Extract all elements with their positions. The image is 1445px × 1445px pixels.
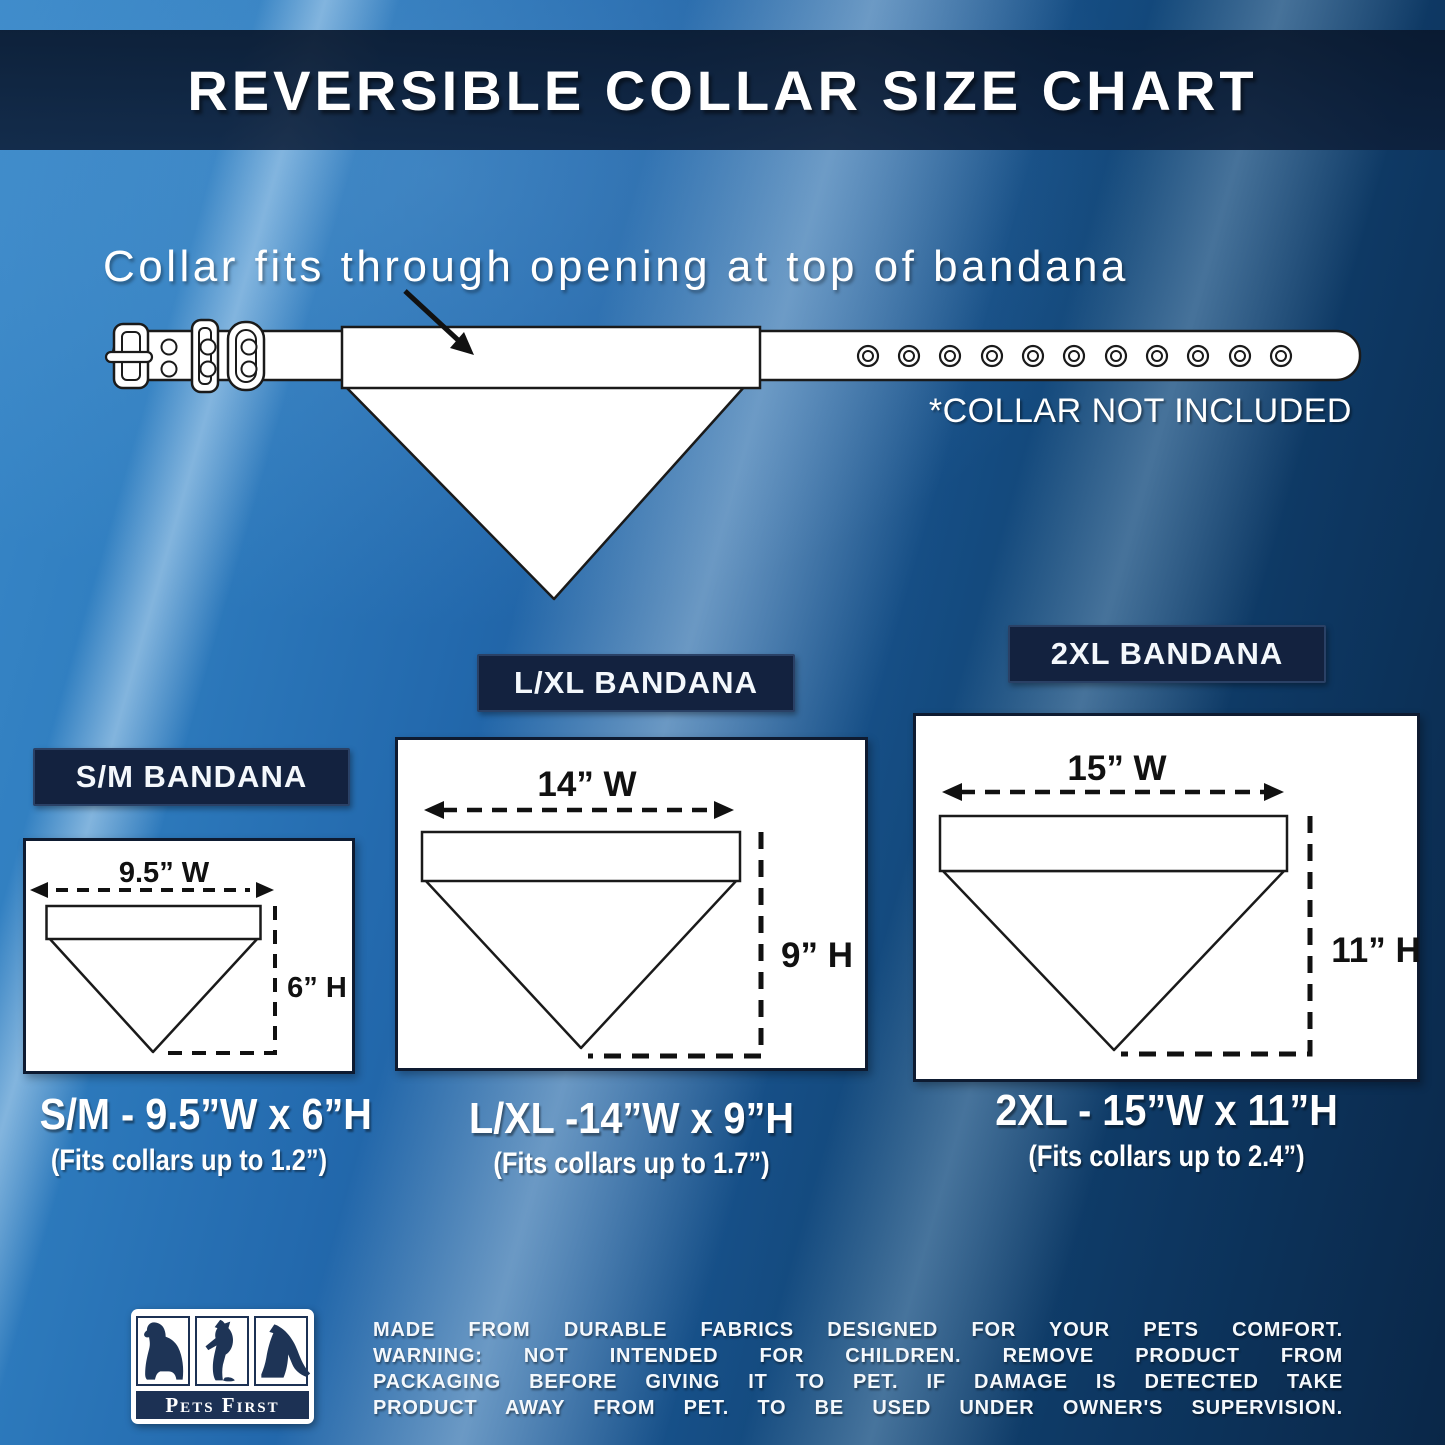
bandana-triangle [343,384,747,601]
disclaimer-line: PACKAGING BEFORE GIVING IT TO PET. IF DA… [373,1371,1343,1393]
size-label-lxl-text: L/XL BANDANA [514,665,758,700]
fits-lxl: (Fits collars up to 1.7”) [493,1147,770,1180]
width-dimension-lxl: 14” W [537,765,636,804]
bandana-sleeve [340,325,762,390]
fits-2xl: (Fits collars up to 2.4”) [1028,1140,1305,1173]
size-panel-lxl: 14” W 9” H [395,737,868,1071]
fits-sm: (Fits collars up to 1.2”) [50,1144,328,1177]
size-label-sm: S/M BANDANA [33,748,350,806]
dog-begging-icon [195,1316,249,1386]
buckle-icon [104,318,266,394]
bandana-diagram-sm: 9.5” W 6” H [30,857,347,1055]
size-label-2xl-text: 2XL BANDANA [1050,636,1284,671]
logo-wordmark: Pets First [165,1392,280,1417]
size-label-2xl: 2XL BANDANA [1008,625,1326,683]
arrow-down-icon [403,289,474,355]
collar-annotation: Collar fits through opening at top of ba… [103,242,1129,291]
disclaimer-line: PRODUCT AWAY FROM PET. TO BE USED UNDER … [373,1397,1343,1419]
width-dimension-2xl: 15” W [1067,749,1166,788]
caption-sm: S/M - 9.5”W x 6”H [39,1090,372,1139]
collar-diagram [104,289,1362,601]
bandana-diagram-lxl: 14” W 9” H [420,765,853,1059]
caption-lxl: L/XL -14”W x 9”H [469,1094,794,1143]
logo-wordmark-bar: Pets First [136,1391,309,1419]
dog-shepherd-icon [254,1316,311,1386]
disclaimer-line: WARNING: NOT INTENDED FOR CHILDREN. REMO… [373,1345,1343,1367]
width-dimension-sm: 9.5” W [119,857,210,889]
logo-dog-row [136,1316,311,1386]
disclaimer-line: MADE FROM DURABLE FABRICS DESIGNED FOR Y… [373,1319,1343,1341]
size-panel-2xl: 15” W 11” H [913,713,1421,1082]
collar-note: *COLLAR NOT INCLUDED [928,392,1352,430]
bandana-diagram-2xl: 15” W 11” H [938,749,1421,1057]
header-band: REVERSIBLE COLLAR SIZE CHART [0,30,1445,150]
pets-first-logo: Pets First [131,1309,314,1424]
disclaimer-text: MADE FROM DURABLE FABRICS DESIGNED FOR Y… [373,1317,1343,1421]
size-label-lxl: L/XL BANDANA [477,654,795,712]
page-title: REVERSIBLE COLLAR SIZE CHART [187,58,1258,122]
eyelet-icons [856,344,1293,368]
size-panel-sm: 9.5” W 6” H [23,838,355,1074]
height-dimension-lxl: 9” H [781,936,853,975]
dog-sitting-icon [136,1316,190,1386]
size-label-sm-text: S/M BANDANA [75,759,308,794]
height-dimension-sm: 6” H [287,972,347,1004]
height-dimension-2xl: 11” H [1331,931,1421,970]
caption-2xl: 2XL - 15”W x 11”H [995,1086,1338,1135]
